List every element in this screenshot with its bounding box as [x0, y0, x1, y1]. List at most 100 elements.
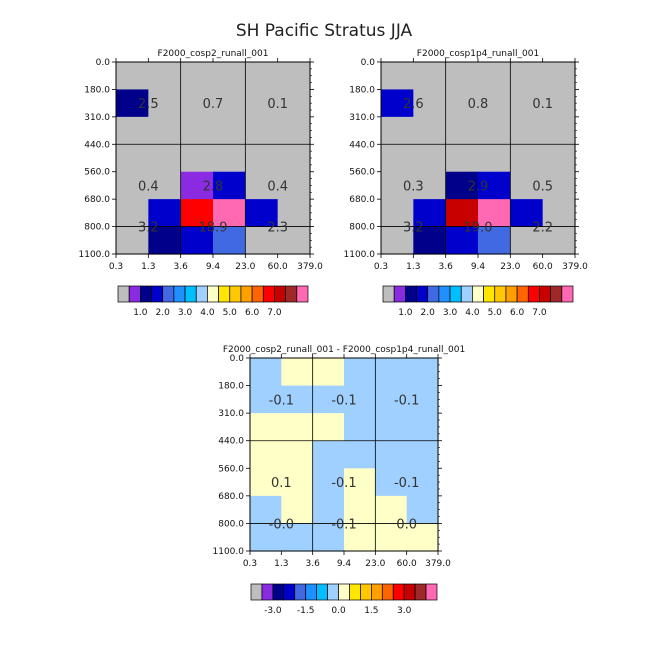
- heatmap-cell: [543, 117, 576, 145]
- y-tick-label: 310.0: [218, 409, 244, 419]
- y-tick-label: 0.0: [361, 58, 376, 68]
- colorbar-swatch: [152, 286, 163, 302]
- colorbar-swatch: [439, 286, 450, 302]
- x-tick-label: 23.0: [365, 559, 385, 569]
- y-tick-label: 800.0: [349, 223, 375, 233]
- colorbar-swatch: [252, 286, 263, 302]
- colorbar-swatch: [528, 286, 539, 302]
- x-tick-label: 1.3: [274, 559, 288, 569]
- heatmap-cell: [344, 413, 376, 441]
- heatmap-cell: [413, 144, 446, 172]
- colorbar-swatch: [230, 286, 241, 302]
- heatmap-cell: [313, 413, 345, 441]
- plots: F2000_cosp2_runall_001 0.0 180.0 310.0 440.0…: [79, 49, 589, 616]
- cell-value-label: 2.5: [138, 97, 159, 112]
- heatmap-cell: [375, 358, 407, 386]
- y-tick-label: 1100.0: [79, 250, 111, 260]
- x-tick-label: 0.3: [109, 262, 123, 272]
- colorbar-swatch: [207, 286, 218, 302]
- cell-value-label: 0.1: [532, 97, 553, 112]
- colorbar-label: 3.0: [178, 308, 193, 318]
- heatmap-cell: [407, 441, 439, 469]
- heatmap-cell: [148, 144, 181, 172]
- cell-value-label: -0.1: [331, 517, 356, 532]
- heatmap-cell: [446, 144, 479, 172]
- y-tick-label: 680.0: [218, 492, 244, 502]
- y-tick-label: 180.0: [349, 85, 375, 95]
- heatmap-cell: [344, 441, 376, 469]
- y-tick-label: 180.0: [84, 85, 110, 95]
- colorbar-label: 6.0: [510, 308, 525, 318]
- y-tick-label: 560.0: [218, 464, 244, 474]
- heatmap-cell: [313, 441, 345, 469]
- cell-value-label: 2.3: [267, 221, 288, 236]
- colorbar-swatch: [163, 286, 174, 302]
- cell-value-label: -0.1: [331, 476, 356, 491]
- cell-value-label: 2.8: [203, 179, 224, 194]
- colorbar-label: 3.0: [443, 308, 458, 318]
- colorbar-swatch: [262, 584, 273, 600]
- colorbar-swatch: [394, 286, 405, 302]
- heatmap-cell: [413, 117, 446, 145]
- heatmap-cell: [281, 358, 313, 386]
- colorbar-swatch: [461, 286, 472, 302]
- heatmap-cell: [245, 62, 278, 90]
- heatmap-cell: [543, 144, 576, 172]
- heatmap-cell: [148, 62, 181, 90]
- colorbar-swatch: [428, 286, 439, 302]
- heatmap-cell: [250, 358, 282, 386]
- heatmap-cell: [375, 441, 407, 469]
- heatmap-cell: [510, 144, 543, 172]
- heatmap-cell: [510, 62, 543, 90]
- y-tick-label: 180.0: [218, 382, 244, 392]
- colorbar-swatch: [118, 286, 129, 302]
- colorbar-swatch: [297, 286, 308, 302]
- colorbar-swatch: [174, 286, 185, 302]
- y-tick-label: 440.0: [349, 140, 375, 150]
- panel-title: F2000_cosp2_runall_001: [158, 49, 269, 59]
- heatmap-cell: [478, 117, 511, 145]
- colorbar-label: 1.0: [133, 308, 148, 318]
- heatmap-cell: [344, 358, 376, 386]
- cell-value-label: -0.1: [394, 393, 419, 408]
- heatmap-cell: [381, 144, 414, 172]
- cell-value-label: 0.0: [396, 517, 417, 532]
- heatmap-cell: [375, 413, 407, 441]
- x-tick-label: 1.3: [141, 262, 155, 272]
- colorbar-swatch: [295, 584, 306, 600]
- colorbar-swatch: [371, 584, 382, 600]
- y-tick-label: 800.0: [84, 223, 110, 233]
- cell-value-label: 18.9: [199, 221, 228, 236]
- colorbar-swatch: [506, 286, 517, 302]
- heatmap-cell: [281, 413, 313, 441]
- x-tick-label: 379.0: [425, 559, 451, 569]
- y-tick-label: 440.0: [84, 140, 110, 150]
- cell-value-label: 3.2: [138, 221, 159, 236]
- cell-value-label: -0.0: [269, 517, 294, 532]
- colorbar-label: 4.0: [200, 308, 215, 318]
- y-tick-label: 680.0: [349, 195, 375, 205]
- x-tick-label: 0.3: [374, 262, 388, 272]
- cell-value-label: -0.1: [394, 476, 419, 491]
- cell-value-label: 2.9: [468, 179, 489, 194]
- x-tick-label: 60.0: [397, 559, 417, 569]
- heatmap-cell: [381, 117, 414, 145]
- cell-value-label: 0.4: [267, 179, 288, 194]
- x-tick-label: 23.0: [500, 262, 520, 272]
- colorbar-swatch: [273, 584, 284, 600]
- colorbar-swatch: [404, 584, 415, 600]
- heatmap-cell: [116, 144, 149, 172]
- heatmap-cell: [543, 62, 576, 90]
- colorbar-label: 0.0: [331, 606, 346, 616]
- cell-value-label: 19.0: [464, 221, 493, 236]
- panel-3: F2000_cosp2_runall_001 - F2000_cosp1p4_r…: [213, 345, 466, 616]
- cell-value-label: 2.6: [403, 97, 424, 112]
- heatmap-cell: [213, 144, 246, 172]
- colorbar-swatch: [140, 286, 151, 302]
- heatmap-cell: [245, 117, 278, 145]
- heatmap-cell: [181, 144, 214, 172]
- y-tick-label: 310.0: [349, 113, 375, 123]
- x-tick-label: 23.0: [235, 262, 255, 272]
- heatmap-cell: [116, 117, 149, 145]
- y-tick-label: 680.0: [84, 195, 110, 205]
